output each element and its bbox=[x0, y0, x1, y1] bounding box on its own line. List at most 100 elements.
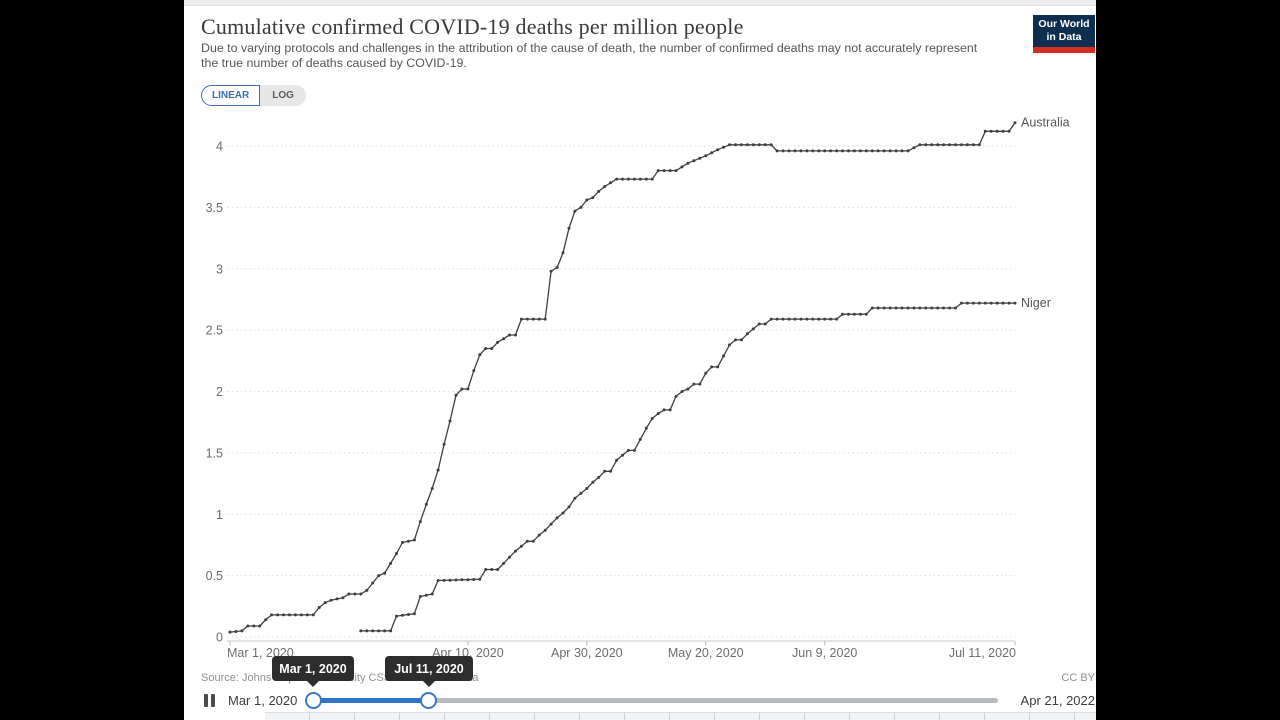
data-point-marker bbox=[698, 156, 702, 160]
data-point-marker bbox=[936, 143, 940, 147]
data-point-marker bbox=[430, 592, 434, 596]
series-label-australia: Australia bbox=[1021, 116, 1070, 130]
slider-tooltip-start: Mar 1, 2020 bbox=[272, 656, 354, 687]
data-point-marker bbox=[293, 613, 297, 617]
data-point-marker bbox=[847, 312, 850, 316]
data-point-marker bbox=[1007, 301, 1011, 305]
data-point-marker bbox=[383, 571, 387, 575]
data-point-marker bbox=[924, 306, 928, 310]
data-point-marker bbox=[823, 317, 827, 321]
data-point-marker bbox=[674, 169, 678, 173]
data-point-marker bbox=[626, 177, 630, 181]
owid-logo-line1: Our World bbox=[1038, 18, 1090, 30]
timeline-handle-start[interactable] bbox=[305, 692, 322, 709]
log-scale-button[interactable]: LOG bbox=[260, 85, 306, 106]
data-point-marker bbox=[448, 578, 452, 582]
data-point-marker bbox=[763, 143, 767, 147]
data-point-marker bbox=[412, 612, 416, 616]
data-point-marker bbox=[359, 592, 363, 596]
data-point-marker bbox=[876, 149, 880, 153]
data-point-marker bbox=[389, 561, 393, 565]
data-point-marker bbox=[1013, 301, 1017, 305]
slider-tooltip-end-label: Jul 11, 2020 bbox=[394, 661, 464, 676]
data-point-marker bbox=[615, 177, 619, 181]
data-point-marker bbox=[757, 322, 761, 326]
data-point-marker bbox=[597, 189, 601, 193]
data-point-marker bbox=[644, 426, 648, 430]
data-point-marker bbox=[650, 177, 654, 181]
data-point-marker bbox=[948, 143, 952, 147]
data-point-marker bbox=[650, 417, 654, 420]
data-point-marker bbox=[864, 149, 868, 153]
data-point-marker bbox=[632, 177, 636, 181]
data-point-marker bbox=[977, 143, 981, 147]
data-point-marker bbox=[716, 365, 720, 369]
y-axis-tick-label: 0 bbox=[216, 631, 223, 645]
data-point-marker bbox=[395, 552, 398, 555]
data-point-marker bbox=[496, 568, 500, 571]
owid-chart-panel: Cumulative confirmed COVID-19 deaths per… bbox=[184, 0, 1096, 720]
pause-icon bbox=[204, 694, 208, 707]
data-point-marker bbox=[829, 149, 833, 153]
data-point-marker bbox=[728, 143, 731, 147]
data-point-marker bbox=[567, 226, 571, 230]
data-point-marker bbox=[829, 317, 833, 321]
data-point-marker bbox=[377, 574, 381, 578]
series-line-niger[interactable] bbox=[360, 302, 1015, 632]
data-point-marker bbox=[900, 149, 904, 153]
data-point-marker bbox=[662, 169, 666, 173]
data-point-marker bbox=[769, 317, 773, 321]
y-axis-tick-label: 0.5 bbox=[206, 569, 223, 583]
data-point-marker bbox=[347, 592, 351, 596]
data-point-marker bbox=[549, 269, 553, 273]
data-point-marker bbox=[519, 544, 523, 548]
data-point-marker bbox=[835, 317, 839, 321]
y-axis-tick-label: 3.5 bbox=[206, 201, 223, 215]
data-point-marker bbox=[270, 613, 274, 617]
timeline-track[interactable] bbox=[305, 692, 998, 709]
data-point-marker bbox=[418, 520, 422, 524]
data-point-marker bbox=[514, 549, 517, 553]
data-point-marker bbox=[977, 301, 981, 305]
data-point-marker bbox=[311, 613, 315, 617]
data-point-marker bbox=[406, 539, 410, 543]
data-point-marker bbox=[686, 387, 690, 391]
data-point-marker bbox=[264, 618, 268, 622]
data-point-marker bbox=[638, 437, 642, 441]
data-point-marker bbox=[763, 322, 767, 326]
data-point-marker bbox=[466, 387, 470, 391]
data-point-marker bbox=[656, 169, 660, 173]
data-point-marker bbox=[543, 317, 547, 321]
data-point-marker bbox=[323, 601, 327, 605]
data-point-marker bbox=[472, 578, 476, 581]
license-cc-by[interactable]: CC BY bbox=[1061, 672, 1095, 684]
data-point-marker bbox=[852, 312, 856, 316]
linear-scale-button[interactable]: LINEAR bbox=[201, 85, 261, 106]
timeline-end-label: Apr 21, 2022 bbox=[1020, 693, 1095, 708]
data-point-marker bbox=[894, 149, 898, 153]
data-point-marker bbox=[555, 266, 559, 269]
data-point-marker bbox=[335, 597, 339, 601]
owid-logo: Our World in Data bbox=[1033, 15, 1095, 53]
data-point-marker bbox=[1013, 121, 1017, 125]
data-point-marker bbox=[341, 596, 345, 600]
series-line-australia[interactable] bbox=[229, 122, 1016, 633]
timeline-handle-end[interactable] bbox=[420, 692, 437, 709]
data-point-marker bbox=[276, 613, 280, 617]
data-point-marker bbox=[317, 606, 321, 609]
data-point-marker bbox=[597, 475, 601, 479]
data-point-marker bbox=[377, 629, 381, 633]
data-point-marker bbox=[549, 522, 553, 526]
data-point-marker bbox=[960, 143, 963, 147]
data-point-marker bbox=[448, 419, 452, 423]
data-point-marker bbox=[954, 306, 957, 310]
chart-title: Cumulative confirmed COVID-19 deaths per… bbox=[201, 14, 744, 39]
data-point-marker bbox=[383, 629, 387, 633]
play-pause-button[interactable] bbox=[204, 694, 215, 707]
y-axis-tick-label: 1 bbox=[216, 508, 223, 522]
data-point-marker bbox=[858, 312, 862, 316]
data-point-marker bbox=[674, 394, 678, 398]
data-point-marker bbox=[793, 149, 797, 153]
data-point-marker bbox=[710, 151, 714, 155]
data-point-marker bbox=[936, 306, 940, 310]
